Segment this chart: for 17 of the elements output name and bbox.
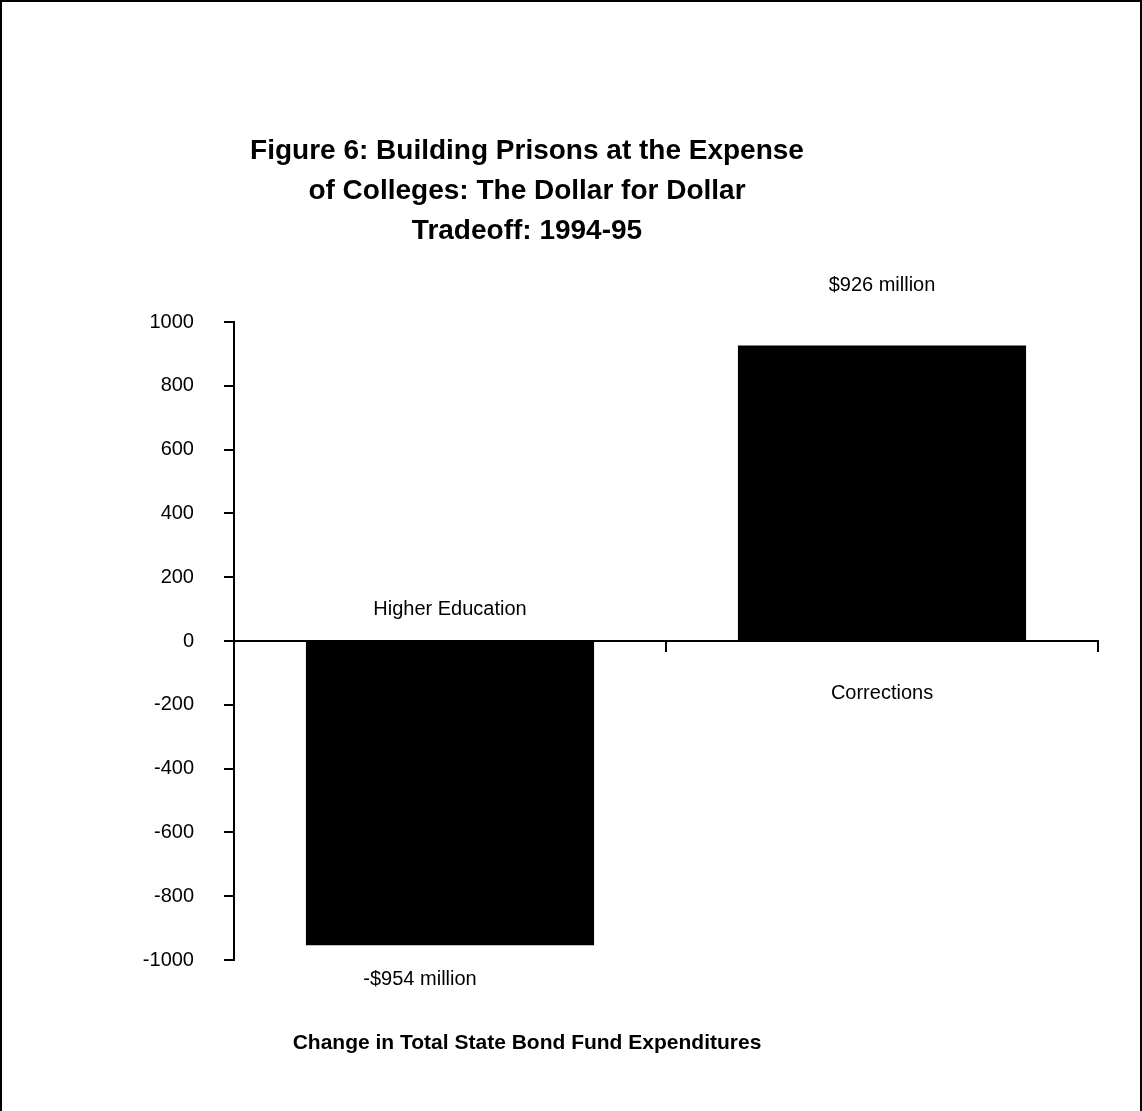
x-axis-title: Change in Total State Bond Fund Expenditures (291, 1030, 763, 1054)
y-tick-label: -800 (153, 883, 194, 906)
y-tick-label: -400 (153, 756, 194, 779)
chart-title: Figure 6: Building Prisons at the Expense of Colleges: The Dollar for Dollar Tradeoff: 1994-95 (249, 133, 805, 247)
y-tick-label: 800 (160, 373, 194, 396)
y-tick-label: 200 (160, 564, 194, 587)
x-tick-label: Corrections (830, 680, 934, 703)
y-tick-label: -600 (153, 819, 194, 842)
y-tick-label: 400 (160, 500, 194, 523)
data-label: $926 million (828, 273, 936, 296)
y-tick-label: 600 (160, 437, 194, 460)
y-tick-label: -200 (153, 692, 194, 715)
data-label: -$954 million (363, 966, 477, 989)
x-tick-label: Higher Education (373, 596, 527, 619)
y-tick-label: 1000 (149, 309, 194, 332)
y-tick-label: 0 (182, 628, 194, 651)
y-tick-label: -1000 (142, 947, 194, 970)
